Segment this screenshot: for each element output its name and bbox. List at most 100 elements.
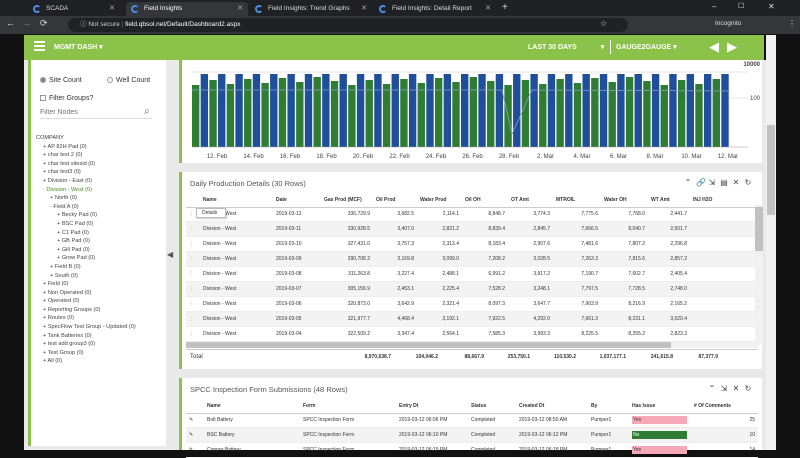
table-row[interactable]: ⋮ Division - West 2019-03-04 322,509.2 3,347… bbox=[186, 326, 758, 342]
row-handle-icon[interactable]: ⋮ bbox=[186, 311, 200, 327]
tree-node[interactable]: + char test 2 (0) bbox=[43, 152, 83, 159]
row-handle-icon[interactable]: ⋮ bbox=[186, 281, 200, 297]
forward-icon[interactable]: → bbox=[22, 18, 31, 28]
site-count-radio[interactable]: Site Count bbox=[40, 77, 82, 84]
tree-node[interactable]: + char test sitesid (0) bbox=[43, 160, 96, 167]
production-vertical-scrollbar[interactable] bbox=[755, 205, 763, 345]
tree-node[interactable]: + AP 82H Pad (0) bbox=[43, 143, 87, 150]
column-header-name[interactable]: Name bbox=[200, 193, 273, 208]
well-count-radio[interactable]: Well Count bbox=[107, 77, 150, 84]
table-row[interactable]: ⋮ Division - West 2019-03-11 330,928.5 3,407… bbox=[186, 221, 758, 238]
column-header-oil-prod[interactable]: Oil Prod bbox=[373, 193, 417, 208]
column-header-water-oh[interactable]: Water OH bbox=[601, 193, 648, 208]
close-tab-icon[interactable]: ✕ bbox=[109, 5, 115, 12]
column-header-ot-amt[interactable]: OT Amt bbox=[508, 193, 553, 208]
column-header-name[interactable]: Name bbox=[204, 399, 300, 414]
grid-view-icon[interactable]: ▤ bbox=[720, 178, 728, 187]
export-icon[interactable]: ⇲ bbox=[708, 178, 716, 187]
column-header-date[interactable]: Date bbox=[273, 193, 321, 208]
edit-icon[interactable]: ✎ bbox=[186, 427, 204, 444]
tab-scada[interactable]: SCADA ✕ bbox=[28, 2, 120, 16]
tools-icon[interactable]: ✕ bbox=[732, 178, 740, 187]
tree-node[interactable]: + Routes (0) bbox=[43, 315, 74, 322]
horizontal-scrollbar[interactable] bbox=[186, 342, 758, 348]
new-tab-button[interactable]: + bbox=[502, 2, 508, 13]
table-row[interactable]: ✎ Bolt Battery SPCC Inspection Form 2019-03… bbox=[186, 413, 758, 429]
tree-node[interactable]: - Division - West (0) bbox=[43, 186, 93, 193]
close-tab-icon[interactable]: ✕ bbox=[485, 5, 491, 12]
maximize-icon[interactable]: ☐ bbox=[738, 3, 745, 10]
tree-node[interactable]: + All (0) bbox=[43, 358, 63, 365]
tree-node[interactable]: + C1 Pad (0) bbox=[57, 229, 89, 236]
search-icon[interactable]: ⌕ bbox=[144, 106, 150, 117]
table-row[interactable]: ⋮ Division - West 2019-03-05 321,977.7 4,468… bbox=[186, 311, 758, 327]
table-row[interactable]: ⋮ Division - West 2019-03-06 320,873.0 3,642… bbox=[186, 296, 758, 312]
tree-node[interactable]: + BSC Pad (0) bbox=[57, 220, 94, 227]
tree-node[interactable]: + GB Pad (0) bbox=[57, 238, 90, 245]
tab-detail-report[interactable]: Field Insights: Detail Report ✕ bbox=[374, 2, 496, 16]
date-range-dropdown[interactable]: LAST 30 DAYS ▾ bbox=[528, 44, 605, 51]
column-header-created-dt[interactable]: Created Dt bbox=[516, 399, 588, 414]
table-row[interactable]: ⋮ Division - West 2019-03-10 327,431.0 3,757… bbox=[186, 236, 758, 253]
tree-node[interactable]: + Field (0) bbox=[43, 281, 69, 288]
row-handle-icon[interactable]: ⋮ bbox=[186, 251, 200, 268]
close-tab-icon[interactable]: ✕ bbox=[361, 5, 367, 12]
reload-icon[interactable]: ⟳ bbox=[40, 18, 48, 28]
tree-node[interactable]: + Tank Batteries (0) bbox=[43, 332, 92, 339]
table-row[interactable]: ⋮Division - West2019-03-12336,729.93,682… bbox=[186, 207, 758, 223]
edit-icon[interactable]: ✎ bbox=[186, 413, 204, 429]
star-icon[interactable]: ☆ bbox=[600, 19, 608, 28]
column-header-status[interactable]: Status bbox=[468, 399, 516, 414]
tree-node[interactable]: COMPANY bbox=[36, 135, 64, 141]
column-header-form[interactable]: Form bbox=[300, 399, 396, 414]
link-icon[interactable]: 🔗 bbox=[696, 178, 706, 187]
url-field[interactable]: ⓘ Not secure | field.qbsol.net/Default/D… bbox=[68, 18, 628, 32]
table-row[interactable]: ✎ BSC Battery SPCC Inspection Form 2019-03-… bbox=[186, 427, 758, 444]
edit-icon[interactable]: ✎ bbox=[186, 442, 204, 458]
previous-arrow-icon[interactable]: ◀ bbox=[709, 39, 719, 54]
back-icon[interactable]: ← bbox=[6, 18, 15, 28]
tree-node[interactable]: + test add group3 (0) bbox=[43, 341, 96, 348]
collapse-up-icon[interactable]: ⌃ bbox=[684, 178, 692, 187]
row-handle-icon[interactable]: ⋮ bbox=[186, 326, 200, 342]
filter-nodes-input[interactable] bbox=[40, 107, 152, 119]
tree-node[interactable]: + Test Group (0) bbox=[43, 349, 84, 356]
page-scrollbar[interactable] bbox=[766, 35, 776, 450]
tree-node[interactable]: + South (0) bbox=[50, 272, 78, 279]
column-header-gas-prod[interactable]: Gas Prod (MCF) bbox=[321, 193, 373, 208]
minimize-icon[interactable]: – bbox=[712, 2, 717, 11]
tree-node[interactable]: + North (0) bbox=[50, 195, 77, 202]
column-header-wt-amt[interactable]: WT Amt bbox=[648, 193, 690, 208]
tree-node[interactable]: + Field B (0) bbox=[50, 263, 81, 270]
column-header-inj-h2o[interactable]: INJ H2O bbox=[690, 193, 758, 208]
table-row[interactable]: ⋮ Division - West 2019-03-07 305,156.9 2,453… bbox=[186, 281, 758, 297]
tree-node[interactable]: - Field A (0) bbox=[50, 203, 79, 210]
tree-node[interactable]: + Reporting Groups (0) bbox=[43, 306, 101, 313]
column-header-water-prod[interactable]: Water Prod bbox=[417, 193, 462, 208]
tree-node[interactable]: + Division - East (0) bbox=[43, 177, 92, 184]
column-header-entry-dt[interactable]: Entry Dt bbox=[396, 399, 468, 414]
refresh-icon[interactable]: ↻ bbox=[744, 384, 752, 393]
column-header-comments[interactable]: # Of Comments bbox=[691, 399, 758, 414]
refresh-icon[interactable]: ↻ bbox=[744, 178, 752, 187]
export-icon[interactable]: ⇲ bbox=[720, 384, 728, 393]
column-header-mtroil[interactable]: MTROIL bbox=[553, 193, 601, 208]
row-handle-icon[interactable]: ⋮ bbox=[186, 236, 200, 253]
column-header-by[interactable]: By bbox=[588, 399, 629, 414]
table-row[interactable]: ⋮ Division - West 2019-03-09 290,708.2 3,169… bbox=[186, 251, 758, 268]
next-arrow-icon[interactable]: ▶ bbox=[727, 39, 737, 54]
row-handle-icon[interactable]: ⋮ bbox=[186, 221, 200, 238]
tree-node[interactable]: + Becky Pad (0) bbox=[57, 212, 97, 219]
tree-node[interactable]: + Non Operated (0) bbox=[43, 289, 92, 296]
filter-groups-checkbox[interactable]: Filter Groups? bbox=[40, 95, 93, 102]
tab-trend-graphs[interactable]: Field Insights: Trend Graphs ✕ bbox=[250, 2, 372, 16]
column-header-has-issue[interactable]: Has Issue bbox=[629, 399, 691, 414]
collapse-sidebar-icon[interactable]: ◀ bbox=[167, 250, 174, 259]
tree-node[interactable]: + SpecFlow Test Group - Updated (0) bbox=[43, 324, 136, 331]
tree-node[interactable]: + Gill Pad (0) bbox=[57, 246, 90, 253]
row-handle-icon[interactable]: ⋮ bbox=[186, 296, 200, 312]
table-row[interactable]: ⋮ Division - West 2019-03-08 311,263.8 3,227… bbox=[186, 266, 758, 282]
dashboard-menu[interactable]: MGMT DASH ▾ bbox=[54, 44, 103, 51]
tools-icon[interactable]: ✕ bbox=[732, 384, 740, 393]
tab-field-insights[interactable]: Field Insights ✕ bbox=[126, 2, 248, 16]
